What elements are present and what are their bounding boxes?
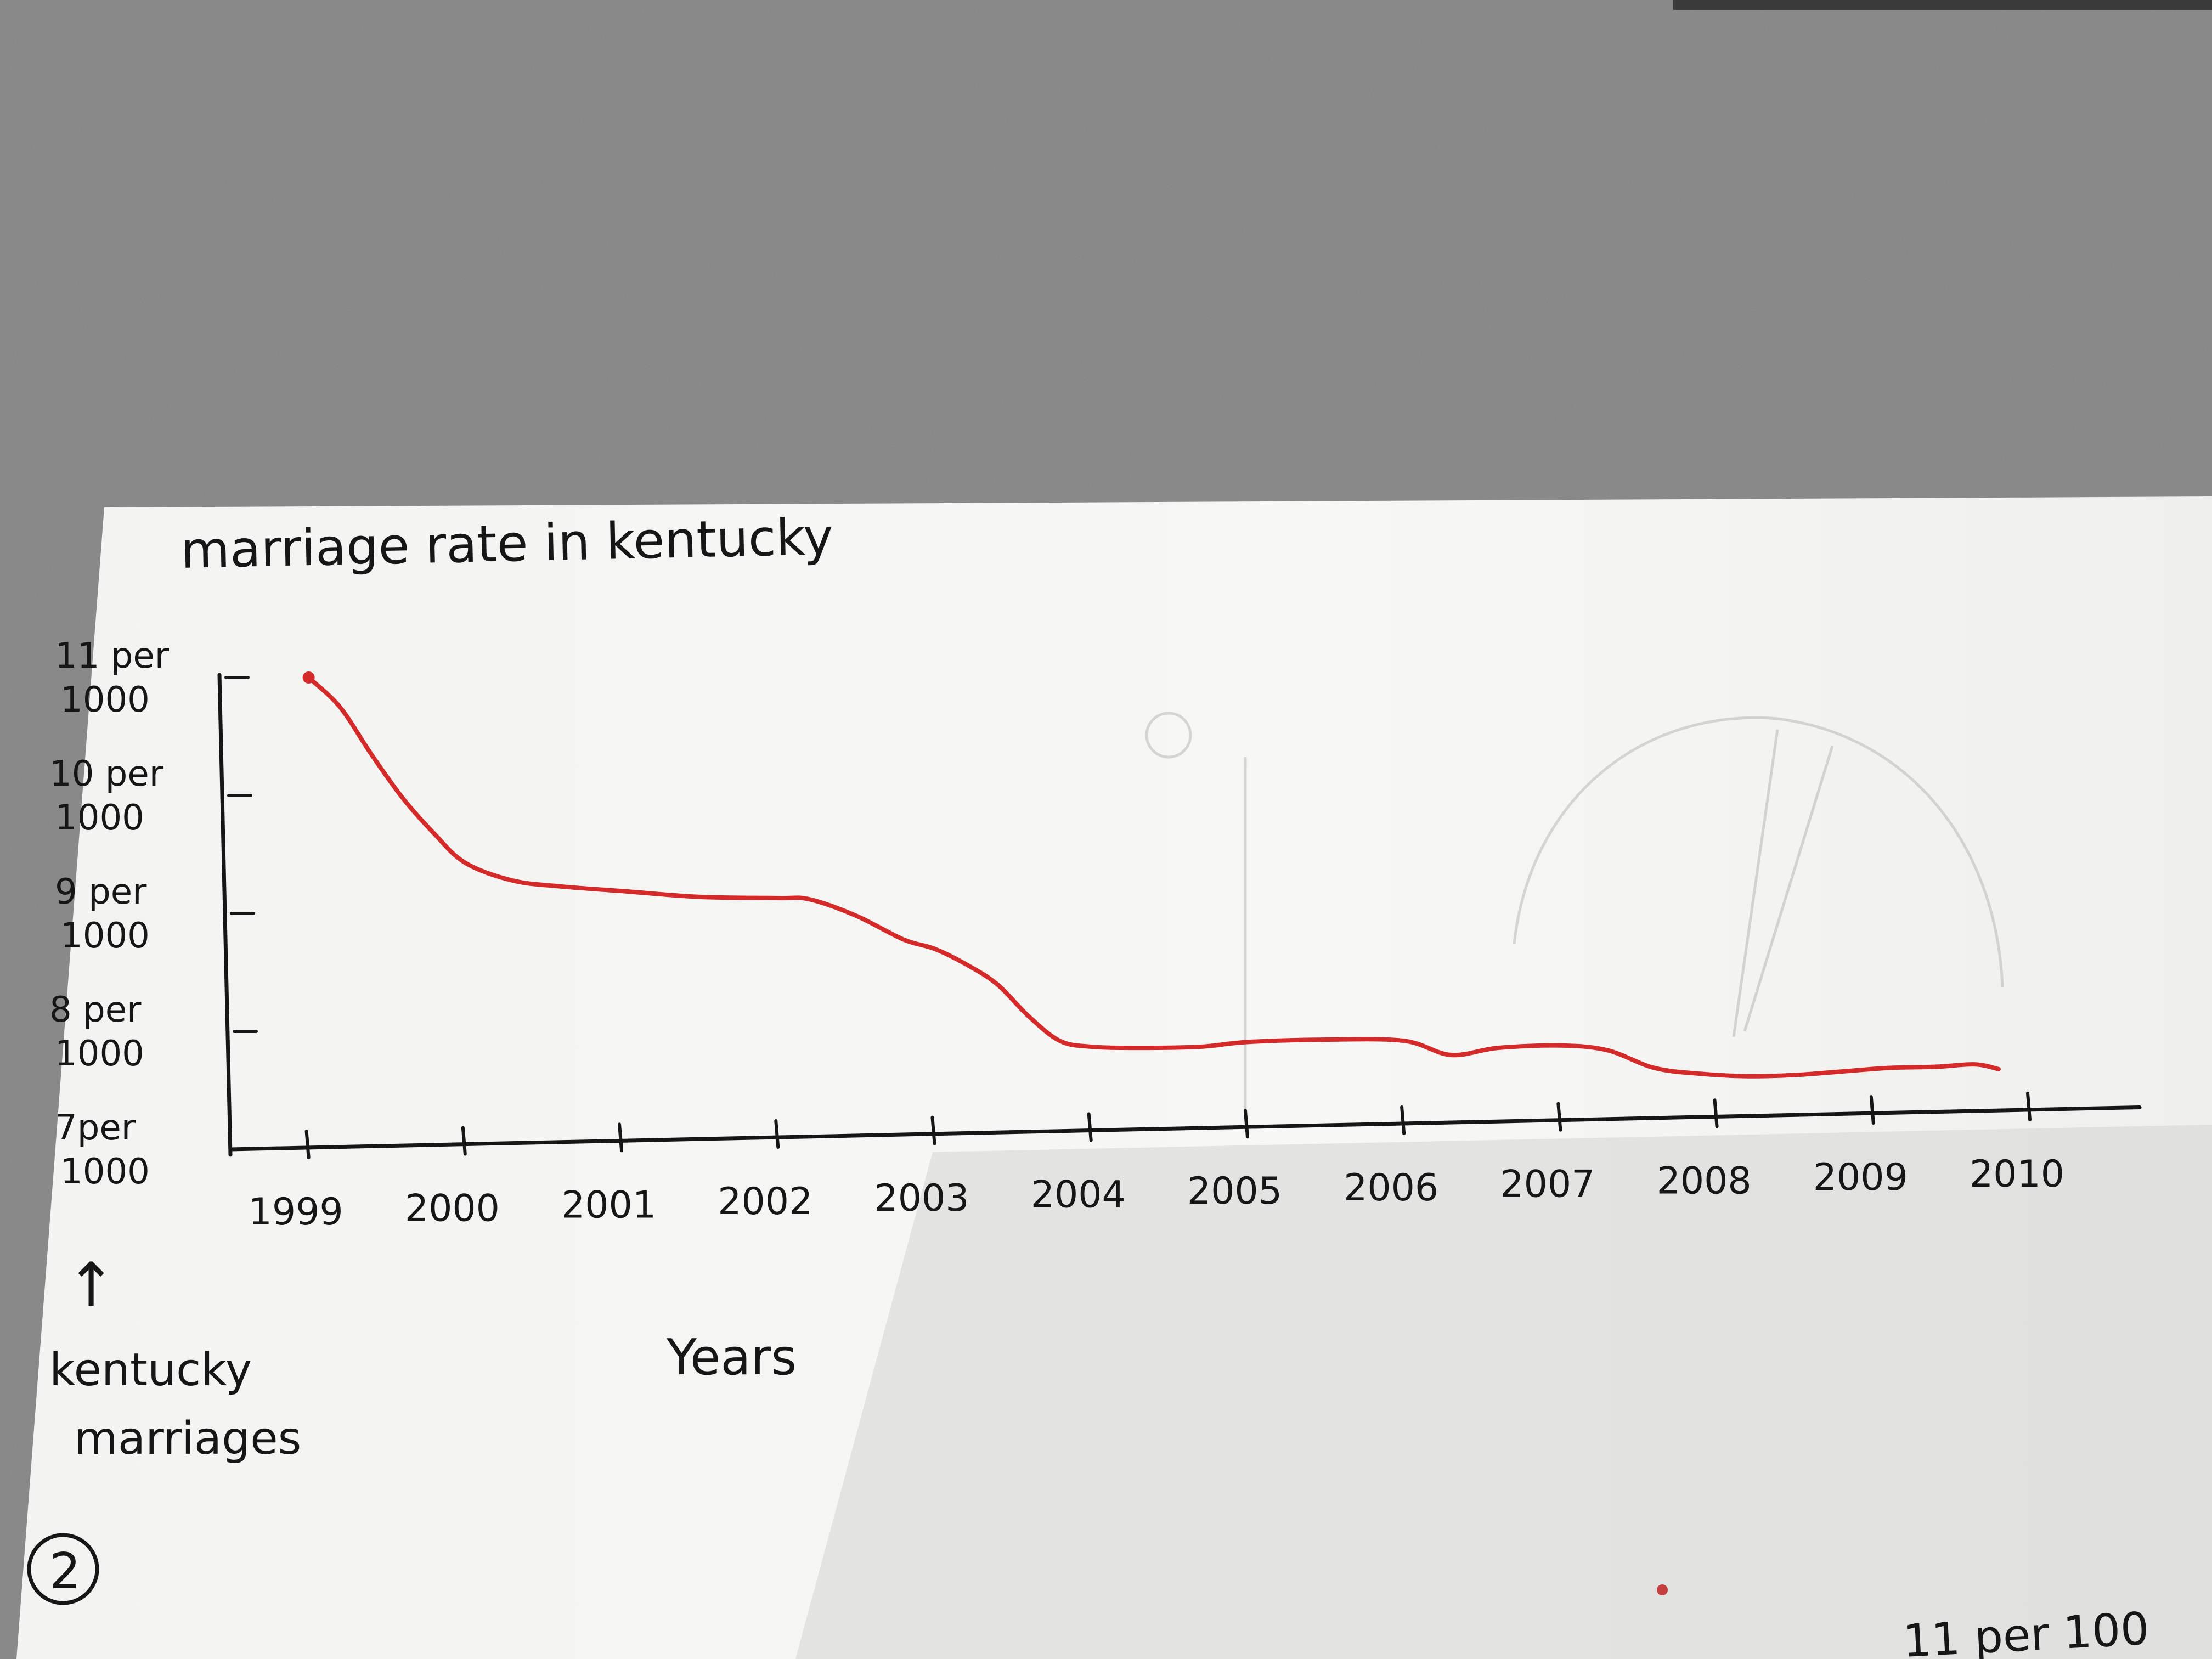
x-tick-2002: 2002 <box>718 1119 812 1223</box>
x-tick-2000: 2000 <box>405 1126 500 1231</box>
y-axis-arrow: ↑ <box>66 1250 116 1320</box>
x-tick-2003: 2003 <box>874 1115 969 1220</box>
x-tick-mark <box>1087 1112 1093 1142</box>
y-tick-label-line-2: 1000 <box>55 1034 144 1074</box>
x-tick-label: 2006 <box>1344 1166 1438 1210</box>
circled-page-number: 2 <box>27 1533 99 1605</box>
x-axis-line <box>228 1105 2142 1152</box>
device-edge <box>1673 0 2212 10</box>
chart-title: marriage rate in kentucky <box>180 507 834 580</box>
red-ink-speck <box>1657 1584 1668 1595</box>
y-tick-label-line-1: 9 per <box>55 872 147 912</box>
x-tick-mark <box>1869 1095 1875 1125</box>
x-tick-2010: 2010 <box>1970 1091 2064 1196</box>
page-number-circle <box>27 1533 99 1605</box>
x-tick-2004: 2004 <box>1031 1112 1126 1216</box>
series-start-point <box>302 672 315 684</box>
x-tick-mark <box>1243 1109 1249 1139</box>
y-tick-label-line-2: 1000 <box>60 1152 150 1192</box>
x-tick-2006: 2006 <box>1344 1105 1438 1210</box>
y-tick-label-line-1: 10 per <box>49 754 164 794</box>
x-tick-label: 2003 <box>874 1177 969 1220</box>
y-tick-label-line-2: 1000 <box>60 916 150 956</box>
x-tick-label: 2001 <box>561 1183 656 1227</box>
y-tick-label-line-1: 11 per <box>55 636 170 676</box>
series-line-0 <box>306 675 2001 1079</box>
y-axis-line <box>217 673 233 1157</box>
paper-shadow <box>795 1125 2212 1659</box>
x-axis-label: Years <box>666 1329 797 1386</box>
x-tick-label: 2009 <box>1813 1156 1908 1199</box>
series-group <box>302 672 2001 1079</box>
x-tick-mark <box>930 1115 936 1146</box>
y-tick-label-line-2: 1000 <box>55 798 144 838</box>
x-tick-1999: 1999 <box>249 1129 343 1234</box>
x-axis: 1999 2000 2001 2002 2003 2004 2005 2006 2007 2008… <box>228 1091 2142 1234</box>
x-tick-mark <box>1556 1102 1562 1132</box>
x-tick-mark <box>461 1126 467 1156</box>
x-tick-mark <box>1400 1105 1406 1135</box>
y-tick-label-line-1: 8 per <box>49 990 142 1030</box>
y-axis-label-line-1: kentucky <box>49 1344 252 1396</box>
page-number-text: 2 <box>49 1543 81 1600</box>
y-tick-label-line-2: 1000 <box>60 680 150 720</box>
x-tick-label: 2002 <box>718 1180 812 1223</box>
faint-back-page-marks <box>1145 712 2004 1119</box>
x-tick-mark <box>774 1119 780 1149</box>
x-tick-label: 2008 <box>1657 1159 1752 1203</box>
y-axis-label-line-2: marriages <box>74 1413 301 1465</box>
y-tick-label-line-1: 7per <box>55 1108 136 1148</box>
chart-title-text: marriage rate in kentucky <box>180 507 834 580</box>
x-tick-mark <box>2026 1091 2032 1121</box>
x-tick-label: 2000 <box>405 1187 500 1231</box>
x-tick-label: 2005 <box>1187 1170 1282 1213</box>
x-tick-2001: 2001 <box>561 1122 656 1227</box>
y-axis-label: ↑ kentucky marriages <box>49 1250 301 1465</box>
x-tick-mark <box>618 1122 624 1153</box>
x-tick-mark <box>304 1129 311 1159</box>
x-tick-label: 2004 <box>1031 1173 1126 1216</box>
x-tick-label: 1999 <box>249 1190 343 1234</box>
x-tick-label: 2007 <box>1500 1163 1595 1206</box>
x-tick-label: 2010 <box>1970 1153 2064 1196</box>
x-tick-mark <box>1713 1098 1719 1128</box>
x-tick-2008: 2008 <box>1657 1098 1752 1203</box>
x-tick-2009: 2009 <box>1813 1095 1908 1199</box>
x-tick-2007: 2007 <box>1500 1102 1595 1206</box>
x-tick-2005: 2005 <box>1187 1109 1282 1213</box>
